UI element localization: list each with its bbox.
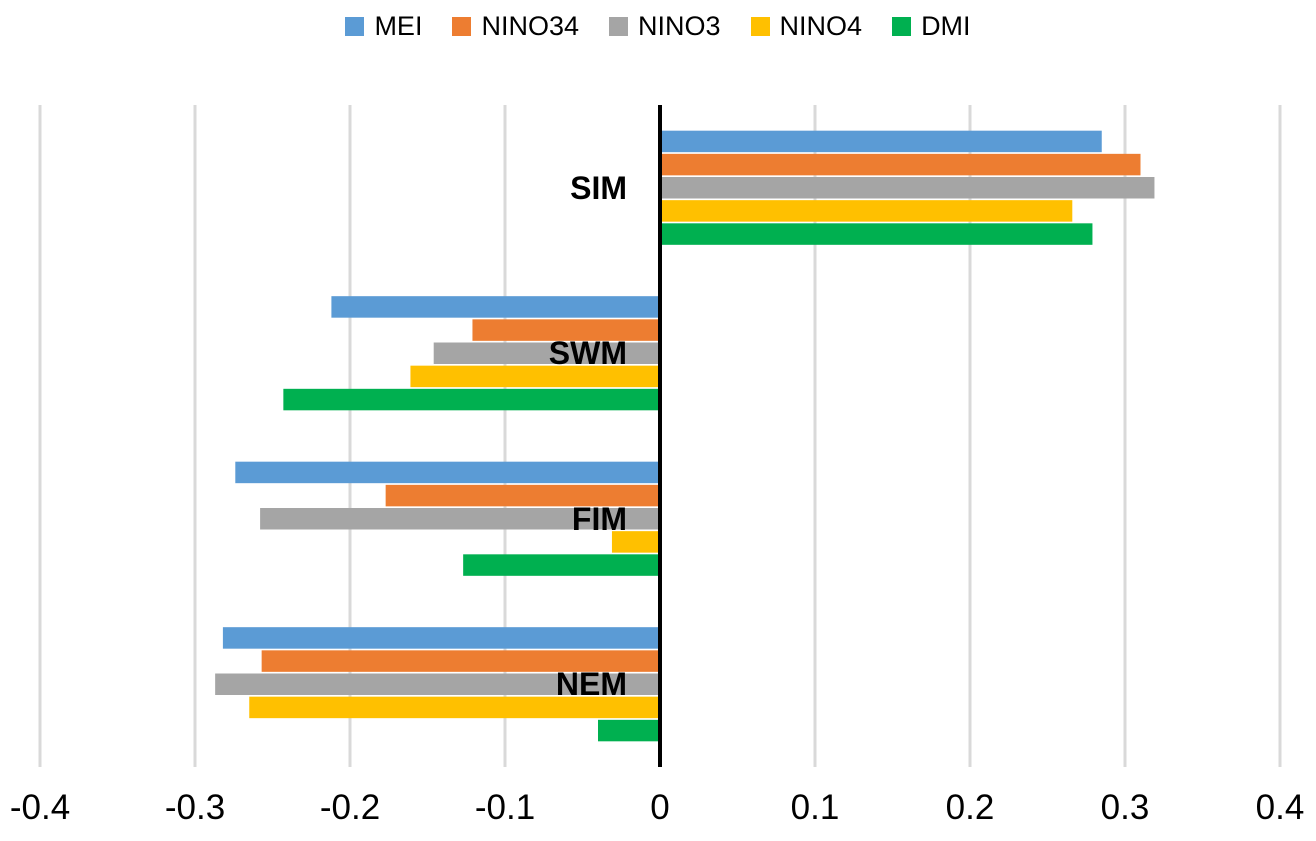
bar-mei-sim	[660, 130, 1102, 153]
bar-nino3-fim	[260, 508, 660, 530]
category-label-nem: NEM	[555, 666, 627, 703]
bar-nino34-fim	[385, 484, 660, 507]
bar-dmi-nem	[598, 719, 660, 742]
bar-nino4-nem	[249, 696, 660, 719]
bar-mei-swm	[331, 296, 660, 318]
bar-dmi-swm	[283, 388, 660, 411]
legend-label: DMI	[921, 10, 971, 41]
legend-item-nino34: NINO34	[452, 10, 579, 41]
bar-nino3-swm	[433, 342, 660, 364]
x-tick-label-0.2: 0.2	[945, 788, 995, 827]
bar-nino4-sim	[660, 200, 1073, 222]
legend-label: NINO34	[481, 10, 579, 41]
category-label-swm: SWM	[548, 335, 627, 372]
legend-item-nino3: NINO3	[609, 10, 721, 41]
legend-label: NINO4	[779, 10, 863, 41]
bar-nino4-fim	[611, 531, 660, 553]
bar-nino4-swm	[410, 365, 660, 388]
bar-mei-fim	[235, 461, 661, 484]
legend-item-dmi: DMI	[892, 10, 971, 41]
x-tick-label-0: 0	[650, 788, 670, 827]
legend-item-mei: MEI	[345, 10, 423, 41]
bar-dmi-sim	[660, 223, 1093, 245]
category-label-sim: SIM	[570, 169, 627, 206]
bar-nino3-sim	[660, 177, 1155, 199]
legend-label: NINO3	[638, 10, 721, 41]
x-tick-label-0.3: 0.3	[1100, 788, 1150, 827]
bar-nino34-sim	[660, 153, 1141, 176]
x-tick-label-0.1: 0.1	[790, 788, 840, 827]
legend-swatch-icon	[345, 16, 365, 36]
legend-label: MEI	[374, 10, 423, 41]
bar-dmi-fim	[463, 554, 660, 576]
legend-swatch-icon	[452, 16, 472, 36]
bar-nino34-swm	[472, 319, 660, 341]
legend-swatch-icon	[750, 16, 770, 36]
x-tick-label--0.3: -0.3	[164, 788, 226, 827]
category-label-fim: FIM	[571, 500, 627, 537]
legend-item-nino4: NINO4	[750, 10, 863, 41]
x-tick-label--0.4: -0.4	[9, 788, 71, 827]
x-tick-label--0.2: -0.2	[319, 788, 381, 827]
bar-nino3-nem	[215, 673, 660, 695]
x-tick-label--0.1: -0.1	[474, 788, 536, 827]
legend-swatch-icon	[892, 16, 912, 36]
legend-swatch-icon	[609, 16, 628, 36]
chart-legend: MEI NINO34 NINO3 NINO4 DMI	[0, 6, 1316, 46]
bar-nino34-nem	[261, 650, 660, 672]
x-tick-label-0.4: 0.4	[1255, 788, 1305, 827]
bar-mei-nem	[222, 627, 660, 649]
